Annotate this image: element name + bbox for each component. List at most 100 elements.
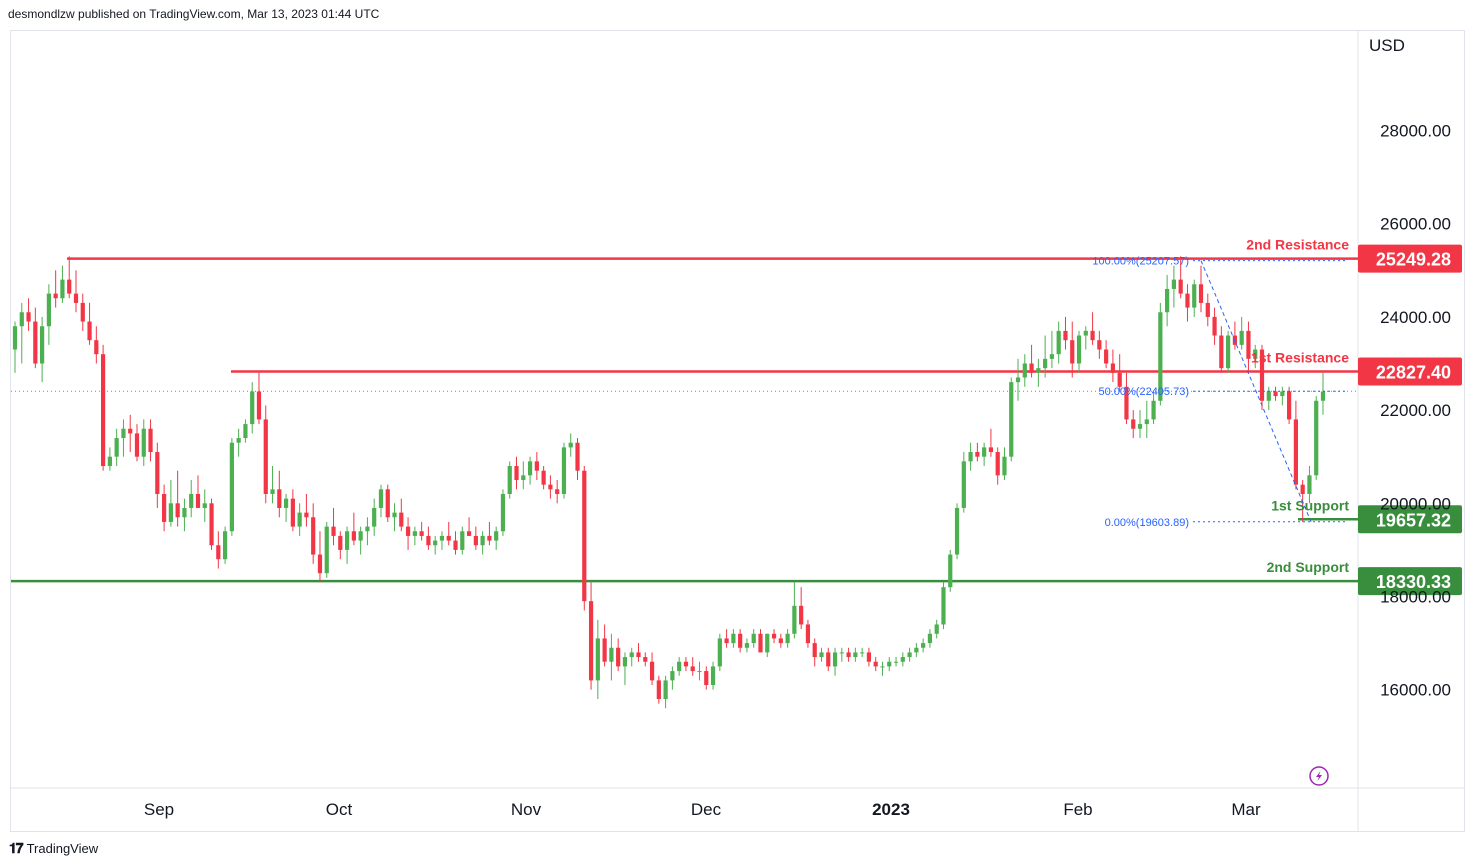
candle <box>1198 265 1204 313</box>
candle <box>582 466 587 611</box>
candle <box>277 470 282 518</box>
price-tag <box>1358 244 1462 273</box>
candle <box>805 619 811 648</box>
candle <box>101 344 106 471</box>
candle <box>161 484 167 532</box>
candle <box>819 647 824 662</box>
candle <box>385 484 390 522</box>
candle <box>507 461 512 499</box>
candle <box>426 526 431 550</box>
candle <box>399 498 404 532</box>
candle <box>263 405 268 504</box>
candle <box>148 419 153 462</box>
candle <box>941 582 946 630</box>
candle <box>12 321 18 373</box>
lightning-icon[interactable] <box>1309 766 1329 786</box>
x-tick-label: 2023 <box>872 800 910 819</box>
candle <box>1151 391 1156 425</box>
price-tag <box>1358 505 1462 534</box>
x-tick-label: Sep <box>144 800 174 819</box>
candle <box>168 480 173 527</box>
candle <box>887 657 892 672</box>
candle <box>175 470 180 527</box>
candle <box>134 424 140 462</box>
candle <box>141 419 146 467</box>
candle <box>785 629 790 648</box>
candle <box>799 587 804 630</box>
candle <box>1266 386 1271 411</box>
candle <box>948 549 953 592</box>
candle <box>500 489 506 536</box>
candle <box>744 638 750 653</box>
candle <box>866 647 872 667</box>
candle <box>439 531 445 550</box>
candle <box>365 517 370 546</box>
candle <box>107 447 112 471</box>
candle <box>758 629 763 653</box>
candle <box>1171 265 1177 308</box>
candle <box>60 265 65 303</box>
candle <box>853 647 858 662</box>
fib-level-label: 50.00%(22405.73) <box>1098 386 1189 398</box>
candle <box>297 503 302 536</box>
candle <box>792 582 797 639</box>
candle <box>480 531 485 555</box>
candle <box>1063 316 1068 350</box>
candle <box>1076 330 1082 373</box>
candle <box>1049 330 1055 369</box>
x-tick-label: Mar <box>1231 800 1261 819</box>
candle <box>1009 377 1014 462</box>
candle <box>1165 274 1170 327</box>
candle <box>717 633 722 672</box>
candle <box>419 521 424 541</box>
x-tick-label: Nov <box>511 800 542 819</box>
candle <box>1090 312 1095 345</box>
candle <box>514 456 519 490</box>
candle <box>494 526 499 550</box>
candle <box>921 638 926 653</box>
candle <box>731 629 736 648</box>
candle <box>1144 400 1149 439</box>
candle <box>26 298 31 331</box>
y-tick-label: 16000.00 <box>1380 681 1451 700</box>
candle <box>290 489 295 532</box>
candle <box>80 293 85 331</box>
candle <box>649 652 655 686</box>
candle <box>670 666 675 690</box>
tradingview-logo-icon: 𝟏𝟕 <box>9 840 24 856</box>
candle <box>629 647 634 667</box>
candle <box>1185 284 1190 322</box>
candle <box>1002 447 1007 480</box>
publisher-caption: desmondlzw published on TradingView.com,… <box>8 7 380 21</box>
candle <box>575 438 580 480</box>
candle <box>812 638 817 667</box>
currency-label: USD <box>1369 36 1405 55</box>
candle <box>344 526 350 564</box>
candle <box>1280 386 1285 406</box>
candle <box>270 466 275 504</box>
price-tag <box>1358 357 1462 386</box>
y-tick-label: 28000.00 <box>1380 122 1451 141</box>
y-tick-label: 24000.00 <box>1380 308 1451 327</box>
candle <box>1192 279 1197 317</box>
candle <box>1043 335 1048 378</box>
price-tag-label: 22827.40 <box>1376 363 1451 383</box>
candle <box>1117 354 1122 392</box>
candle <box>710 661 716 690</box>
chart-frame[interactable]: USD 2nd Resistance 25249.28 1st Resistance… <box>10 30 1465 832</box>
candle <box>663 675 668 709</box>
candle <box>358 526 363 555</box>
candle <box>114 428 119 467</box>
candle <box>934 619 939 639</box>
candle <box>961 452 966 513</box>
price-chart[interactable]: USD 2nd Resistance 25249.28 1st Resistance… <box>11 31 1464 831</box>
candle <box>765 633 770 658</box>
candle <box>1320 372 1326 415</box>
candle <box>372 498 377 536</box>
candle <box>561 442 567 499</box>
candle <box>988 428 994 457</box>
candle <box>907 647 912 662</box>
candle <box>1293 400 1298 490</box>
level-label: 2nd Resistance <box>1246 237 1349 253</box>
candle <box>1015 358 1021 401</box>
